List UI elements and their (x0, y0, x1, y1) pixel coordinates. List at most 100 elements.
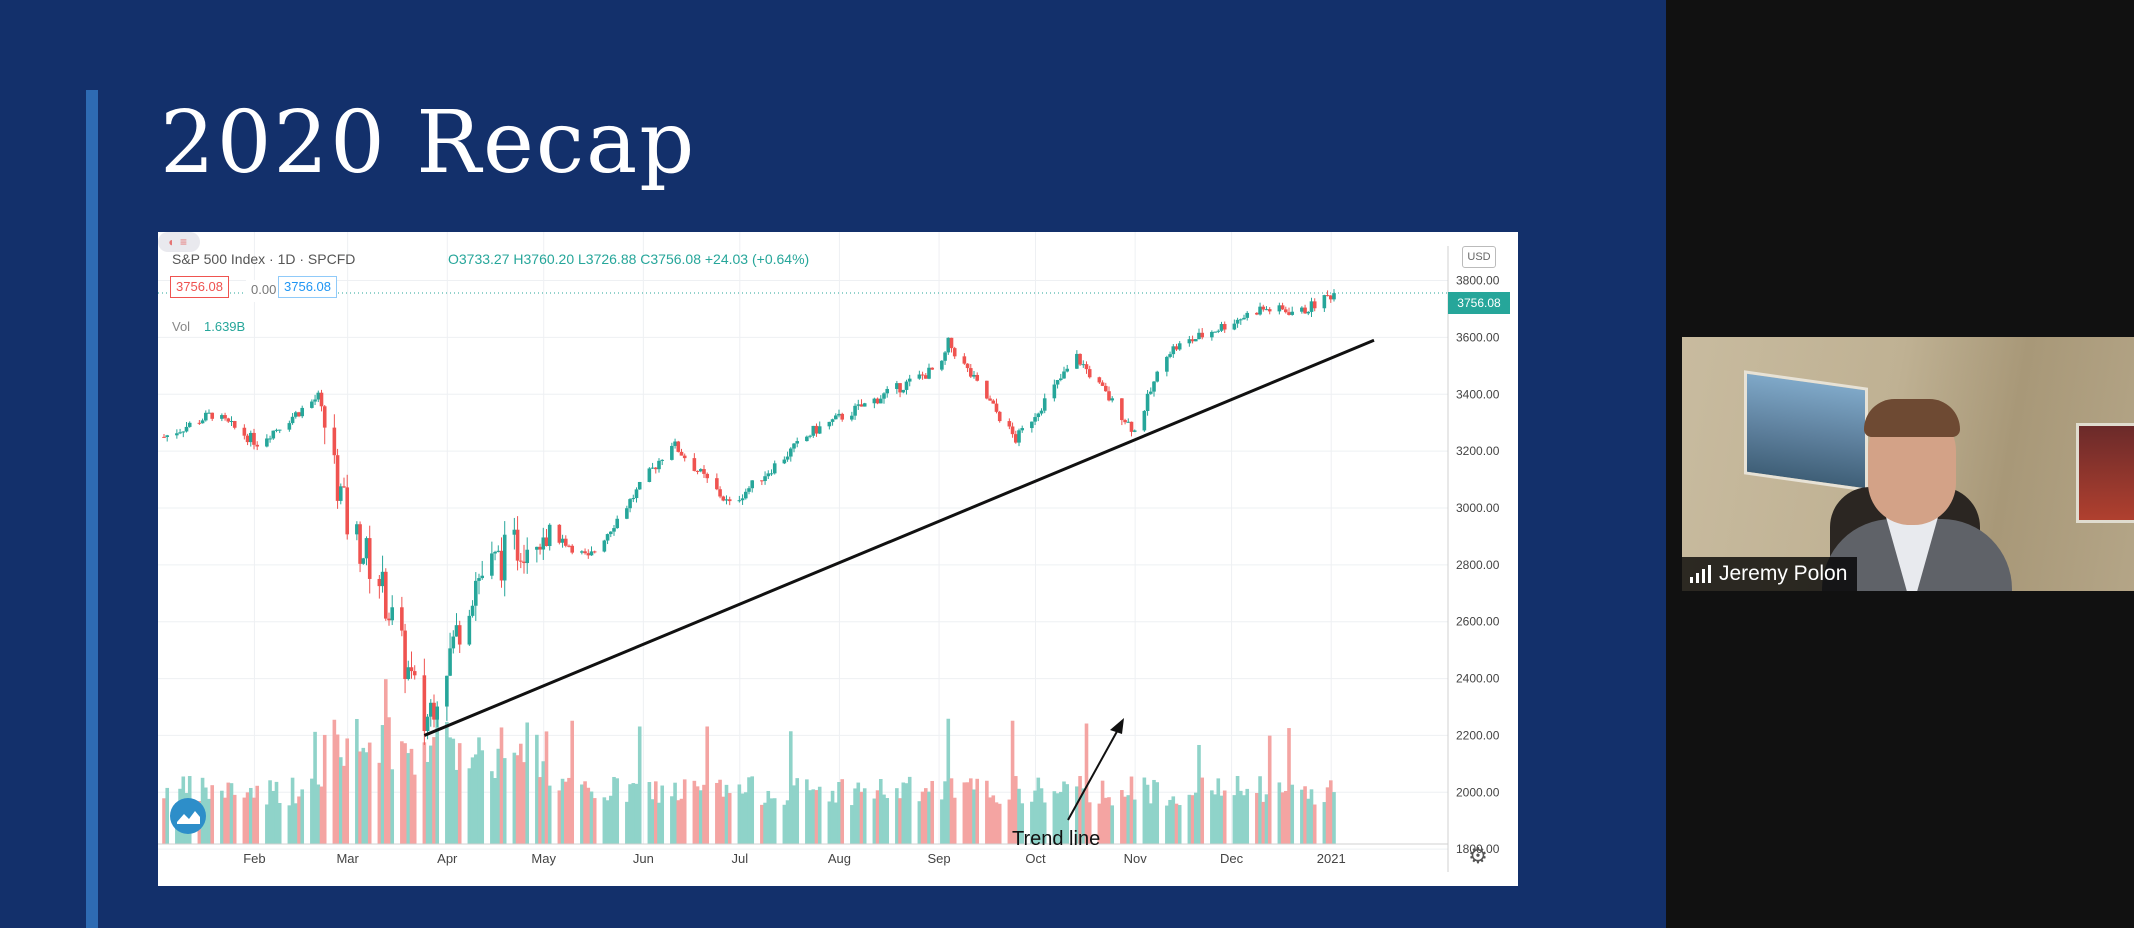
trend-line-annotation: Trend line (1012, 828, 1101, 850)
y-tick-label: 2600.00 (1456, 615, 1500, 629)
volume-bar (1142, 777, 1147, 844)
volume-bar (1258, 776, 1262, 844)
volume-bar (457, 743, 462, 844)
candle-body (1084, 364, 1089, 370)
candle-body (1129, 421, 1134, 432)
candle-body (490, 553, 494, 576)
candle-body (698, 469, 703, 472)
volume-bar (1110, 805, 1115, 844)
chart-canvas: 3800.00 3600.00 3400.00 3200.00 3000.00 2800.… (158, 232, 1500, 872)
y-tick-label: 1800.00 (1456, 842, 1500, 856)
participant-video-tile[interactable]: Jeremy Polon (1682, 337, 2134, 591)
candle-body (1013, 434, 1018, 443)
volume-bar (702, 784, 706, 844)
candle-body (200, 420, 205, 424)
x-tick-label: Apr (437, 851, 458, 866)
candle-body (448, 648, 452, 676)
candle-body (927, 367, 931, 379)
candle-body (808, 435, 812, 437)
volume-bar (332, 719, 337, 844)
candle-body (1145, 393, 1150, 411)
candle-body (637, 481, 642, 490)
candle-body (608, 531, 613, 535)
volume-bar (297, 796, 301, 844)
volume-bar (1145, 784, 1150, 844)
volume-bar (1309, 789, 1314, 844)
buy-price-box[interactable]: 3756.08 (278, 276, 337, 298)
candle-body (1264, 309, 1269, 311)
candle-body (428, 702, 433, 717)
volume-bar (721, 796, 726, 844)
candle-body (1126, 421, 1131, 423)
volume-bar (547, 785, 552, 844)
candle-body (422, 675, 427, 732)
volume-bar (293, 803, 298, 844)
candle-body (1020, 428, 1025, 431)
volume-bar (882, 794, 886, 844)
candle-body (297, 412, 301, 417)
candle-body (502, 534, 507, 581)
x-tick-label: Sep (928, 851, 951, 866)
candle-body (750, 480, 755, 489)
data-source-badge[interactable]: ◖ ≡ (158, 232, 200, 252)
participant-hair (1864, 399, 1960, 437)
candle-body (1103, 385, 1108, 392)
signal-bars-icon (1690, 565, 1711, 583)
volume-bar (265, 804, 269, 844)
candle-body (1283, 309, 1288, 313)
candle-body (988, 398, 992, 401)
tradingview-logo-icon[interactable] (170, 798, 206, 834)
volume-bar (277, 803, 282, 844)
volume-bar (634, 783, 639, 844)
candle-body (885, 388, 890, 394)
candle-body (647, 468, 652, 482)
candle-body (1177, 343, 1182, 350)
candle-body (1132, 430, 1137, 432)
candle-body (255, 444, 260, 447)
volume-bar (985, 780, 989, 844)
volume-bar (743, 792, 748, 844)
volume-bar (412, 774, 417, 844)
sell-price-box[interactable]: 3756.08 (170, 276, 229, 298)
candle-body (1238, 319, 1243, 321)
volume-bar (612, 776, 616, 844)
candle-body (991, 400, 996, 404)
candle-body (1087, 369, 1092, 378)
wall-painting-red (2076, 423, 2134, 523)
candle-body (592, 551, 597, 553)
candle-body (367, 538, 372, 579)
volume-label: Vol (172, 319, 191, 334)
volume-bar (1129, 776, 1134, 844)
volume-bar (310, 778, 314, 844)
volume-bar (833, 802, 838, 844)
volume-bar (207, 798, 211, 844)
candle-body (265, 438, 269, 447)
volume-bar (470, 757, 475, 844)
candle-body (435, 706, 440, 720)
candle-body (898, 383, 902, 393)
candle-body (557, 524, 562, 543)
candle-body (1328, 295, 1333, 300)
candle-body (904, 381, 909, 390)
candle-body (1213, 331, 1217, 333)
volume-bar (814, 790, 819, 844)
candle-body (425, 716, 430, 732)
candle-body (850, 415, 854, 420)
annotation-arrow-shaft (1067, 725, 1121, 821)
candle-body (406, 667, 411, 680)
y-tick-label: 2000.00 (1456, 785, 1500, 799)
volume-bar (229, 783, 234, 844)
candle-body (268, 438, 272, 440)
candle-body (856, 404, 861, 406)
volume-bar (1084, 723, 1089, 844)
y-tick-label: 3400.00 (1456, 387, 1500, 401)
volume-bar (943, 781, 947, 844)
candle-body (567, 545, 571, 547)
candle-body (1174, 346, 1179, 350)
candle-body (930, 367, 935, 370)
volume-bar (592, 798, 597, 844)
currency-badge[interactable]: USD (1462, 246, 1496, 268)
gear-icon[interactable]: ⚙ (1468, 843, 1488, 868)
volume-bar (220, 790, 224, 844)
candle-body (322, 406, 327, 428)
